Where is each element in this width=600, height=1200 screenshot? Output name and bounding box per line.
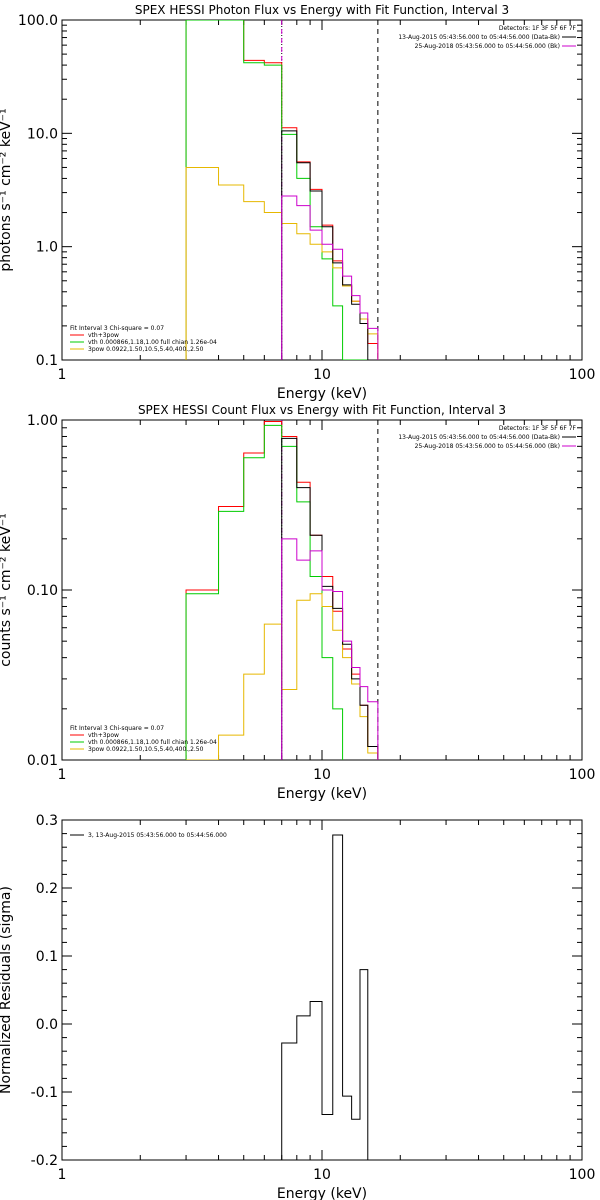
photon-x-tick-label: 10 — [313, 367, 331, 383]
residuals-series-group — [281, 834, 378, 1160]
residuals-y-tick-label: 0.2 — [36, 881, 58, 897]
count-legend-entry: 3pow 0.0922,1.50,10.5,5.40,400.,2.50 — [88, 746, 204, 753]
photon-series-data-bk — [281, 130, 378, 360]
count-series-3pow — [186, 593, 379, 760]
photon-x-tick-label: 1 — [58, 367, 67, 383]
count-legend-entry: vth+3pow — [88, 732, 119, 739]
count-y-tick-label: 0.10 — [27, 583, 58, 599]
count-legend-entry: 25-Aug-2018 05:43:56.000 to 05:44:56.000… — [415, 443, 560, 450]
photon-y-tick-label: 10.0 — [27, 126, 58, 142]
residuals-y-tick-label: -0.1 — [31, 1085, 58, 1101]
residuals-series-3-13-aug-2015-05-43-56-000-to-05-44-56-000 — [281, 834, 378, 1160]
photon-series-group — [185, 20, 379, 360]
count-chart: 1 10 100 0.01 0.10 1.00 SPEX HESSI Count Flux … — [0, 403, 595, 802]
residuals-y-tick-label: 0.3 — [36, 813, 58, 829]
photon-legend-entry: vth+3pow — [88, 332, 119, 339]
residuals-x-tick-label: 100 — [569, 1167, 596, 1183]
count-y-axis-label: counts s⁻¹ cm⁻² keV⁻¹ — [0, 513, 14, 667]
count-x-axis-label: Energy (keV) — [277, 786, 367, 802]
photon-title: SPEX HESSI Photon Flux vs Energy with Fi… — [135, 3, 509, 17]
count-y-tick-label: 0.01 — [27, 753, 58, 769]
photon-series-vth — [185, 20, 378, 360]
count-series-bk — [281, 538, 379, 760]
photon-legend-entry: 13-Aug-2015 05:43:56.000 to 05:44:56.000… — [398, 34, 560, 41]
photon-y-tick-label: 0.1 — [36, 353, 58, 369]
photon-series-bk — [281, 195, 379, 360]
count-y-tick-label: 1.00 — [27, 413, 58, 429]
residuals-y-tick-label: -0.2 — [31, 1153, 58, 1169]
count-series-group — [185, 420, 379, 760]
photon-legend-entry: vth 0.000866,1.18,1.00 full chian 1.26e-… — [88, 339, 217, 346]
photon-legend-detectors: Detectors: 1F 3F 5F 6F 7F — [499, 25, 577, 32]
count-legend-detectors: Detectors: 1F 3F 5F 6F 7F — [499, 425, 577, 432]
count-legend-entry: 13-Aug-2015 05:43:56.000 to 05:44:56.000… — [398, 434, 560, 441]
count-legend-entry: vth 0.000866,1.18,1.00 full chian 1.26e-… — [88, 739, 217, 746]
residuals-y-axis-label: Normalized Residuals (sigma) — [0, 886, 14, 1094]
photon-y-tick-label: 100.0 — [18, 13, 58, 29]
residuals-x-tick-label: 1 — [58, 1167, 67, 1183]
photon-x-tick-label: 100 — [569, 367, 596, 383]
count-x-tick-label: 10 — [313, 767, 331, 783]
photon-y-axis-label: photons s⁻¹ cm⁻² keV⁻¹ — [0, 108, 14, 271]
residuals-x-axis-label: Energy (keV) — [277, 1186, 367, 1200]
count-x-tick-label: 1 — [58, 767, 67, 783]
residuals-y-tick-label: 0.1 — [36, 949, 58, 965]
count-x-tick-label: 100 — [569, 767, 596, 783]
photon-chart: 1 10 100 0.1 1.0 10.0 100.0 SPEX HESSI Photon F… — [0, 3, 595, 402]
residuals-chart: 1 10 100 -0.2 -0.1 0.0 0.1 0.2 0.3 Energy (keV) No… — [0, 813, 595, 1200]
photon-x-axis-label: Energy (keV) — [277, 386, 367, 402]
count-legend-fit-header: Fit Interval 3 Chi-square = 0.07 — [70, 725, 164, 732]
count-series-vth — [185, 424, 344, 760]
photon-legend-entry: 25-Aug-2018 05:43:56.000 to 05:44:56.000… — [415, 43, 560, 50]
photon-y-tick-label: 1.0 — [36, 240, 58, 256]
count-series-data-bk — [281, 437, 379, 760]
photon-legend-entry: 3pow 0.0922,1.50,10.5,5.40,400.,2.50 — [88, 346, 204, 353]
residuals-x-tick-label: 10 — [313, 1167, 331, 1183]
residuals-y-tick-label: 0.0 — [36, 1017, 58, 1033]
photon-legend-fit-header: Fit Interval 3 Chi-square = 0.07 — [70, 325, 164, 332]
count-title: SPEX HESSI Count Flux vs Energy with Fit… — [138, 403, 506, 417]
residuals-legend-entry: 3, 13-Aug-2015 05:43:56.000 to 05:44:56.… — [88, 832, 227, 839]
